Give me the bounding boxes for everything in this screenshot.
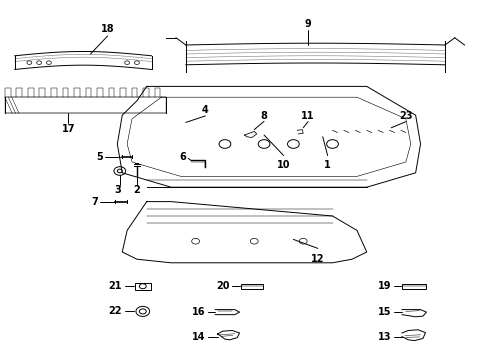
Text: 15: 15 <box>377 307 390 317</box>
Text: 19: 19 <box>377 281 390 291</box>
Bar <box>401 284 426 289</box>
Text: 10: 10 <box>276 160 290 170</box>
Text: 6: 6 <box>179 152 185 162</box>
Text: 23: 23 <box>398 111 412 121</box>
Text: 4: 4 <box>202 105 208 115</box>
Text: 22: 22 <box>108 306 122 316</box>
Text: 8: 8 <box>260 111 267 121</box>
Text: 12: 12 <box>310 254 324 264</box>
Text: 1: 1 <box>324 160 330 170</box>
Text: 14: 14 <box>191 332 205 342</box>
Bar <box>135 283 150 290</box>
Text: 20: 20 <box>216 281 229 291</box>
Text: 18: 18 <box>101 24 114 34</box>
Text: 11: 11 <box>301 111 314 121</box>
Text: 2: 2 <box>133 185 140 195</box>
Text: 5: 5 <box>96 152 102 162</box>
Text: 9: 9 <box>304 19 311 29</box>
Bar <box>240 284 262 289</box>
Text: 13: 13 <box>377 332 390 342</box>
Text: 16: 16 <box>191 307 205 317</box>
Text: 3: 3 <box>114 185 121 195</box>
Text: 17: 17 <box>61 124 75 134</box>
Text: 7: 7 <box>91 197 98 207</box>
Text: 21: 21 <box>108 281 122 291</box>
